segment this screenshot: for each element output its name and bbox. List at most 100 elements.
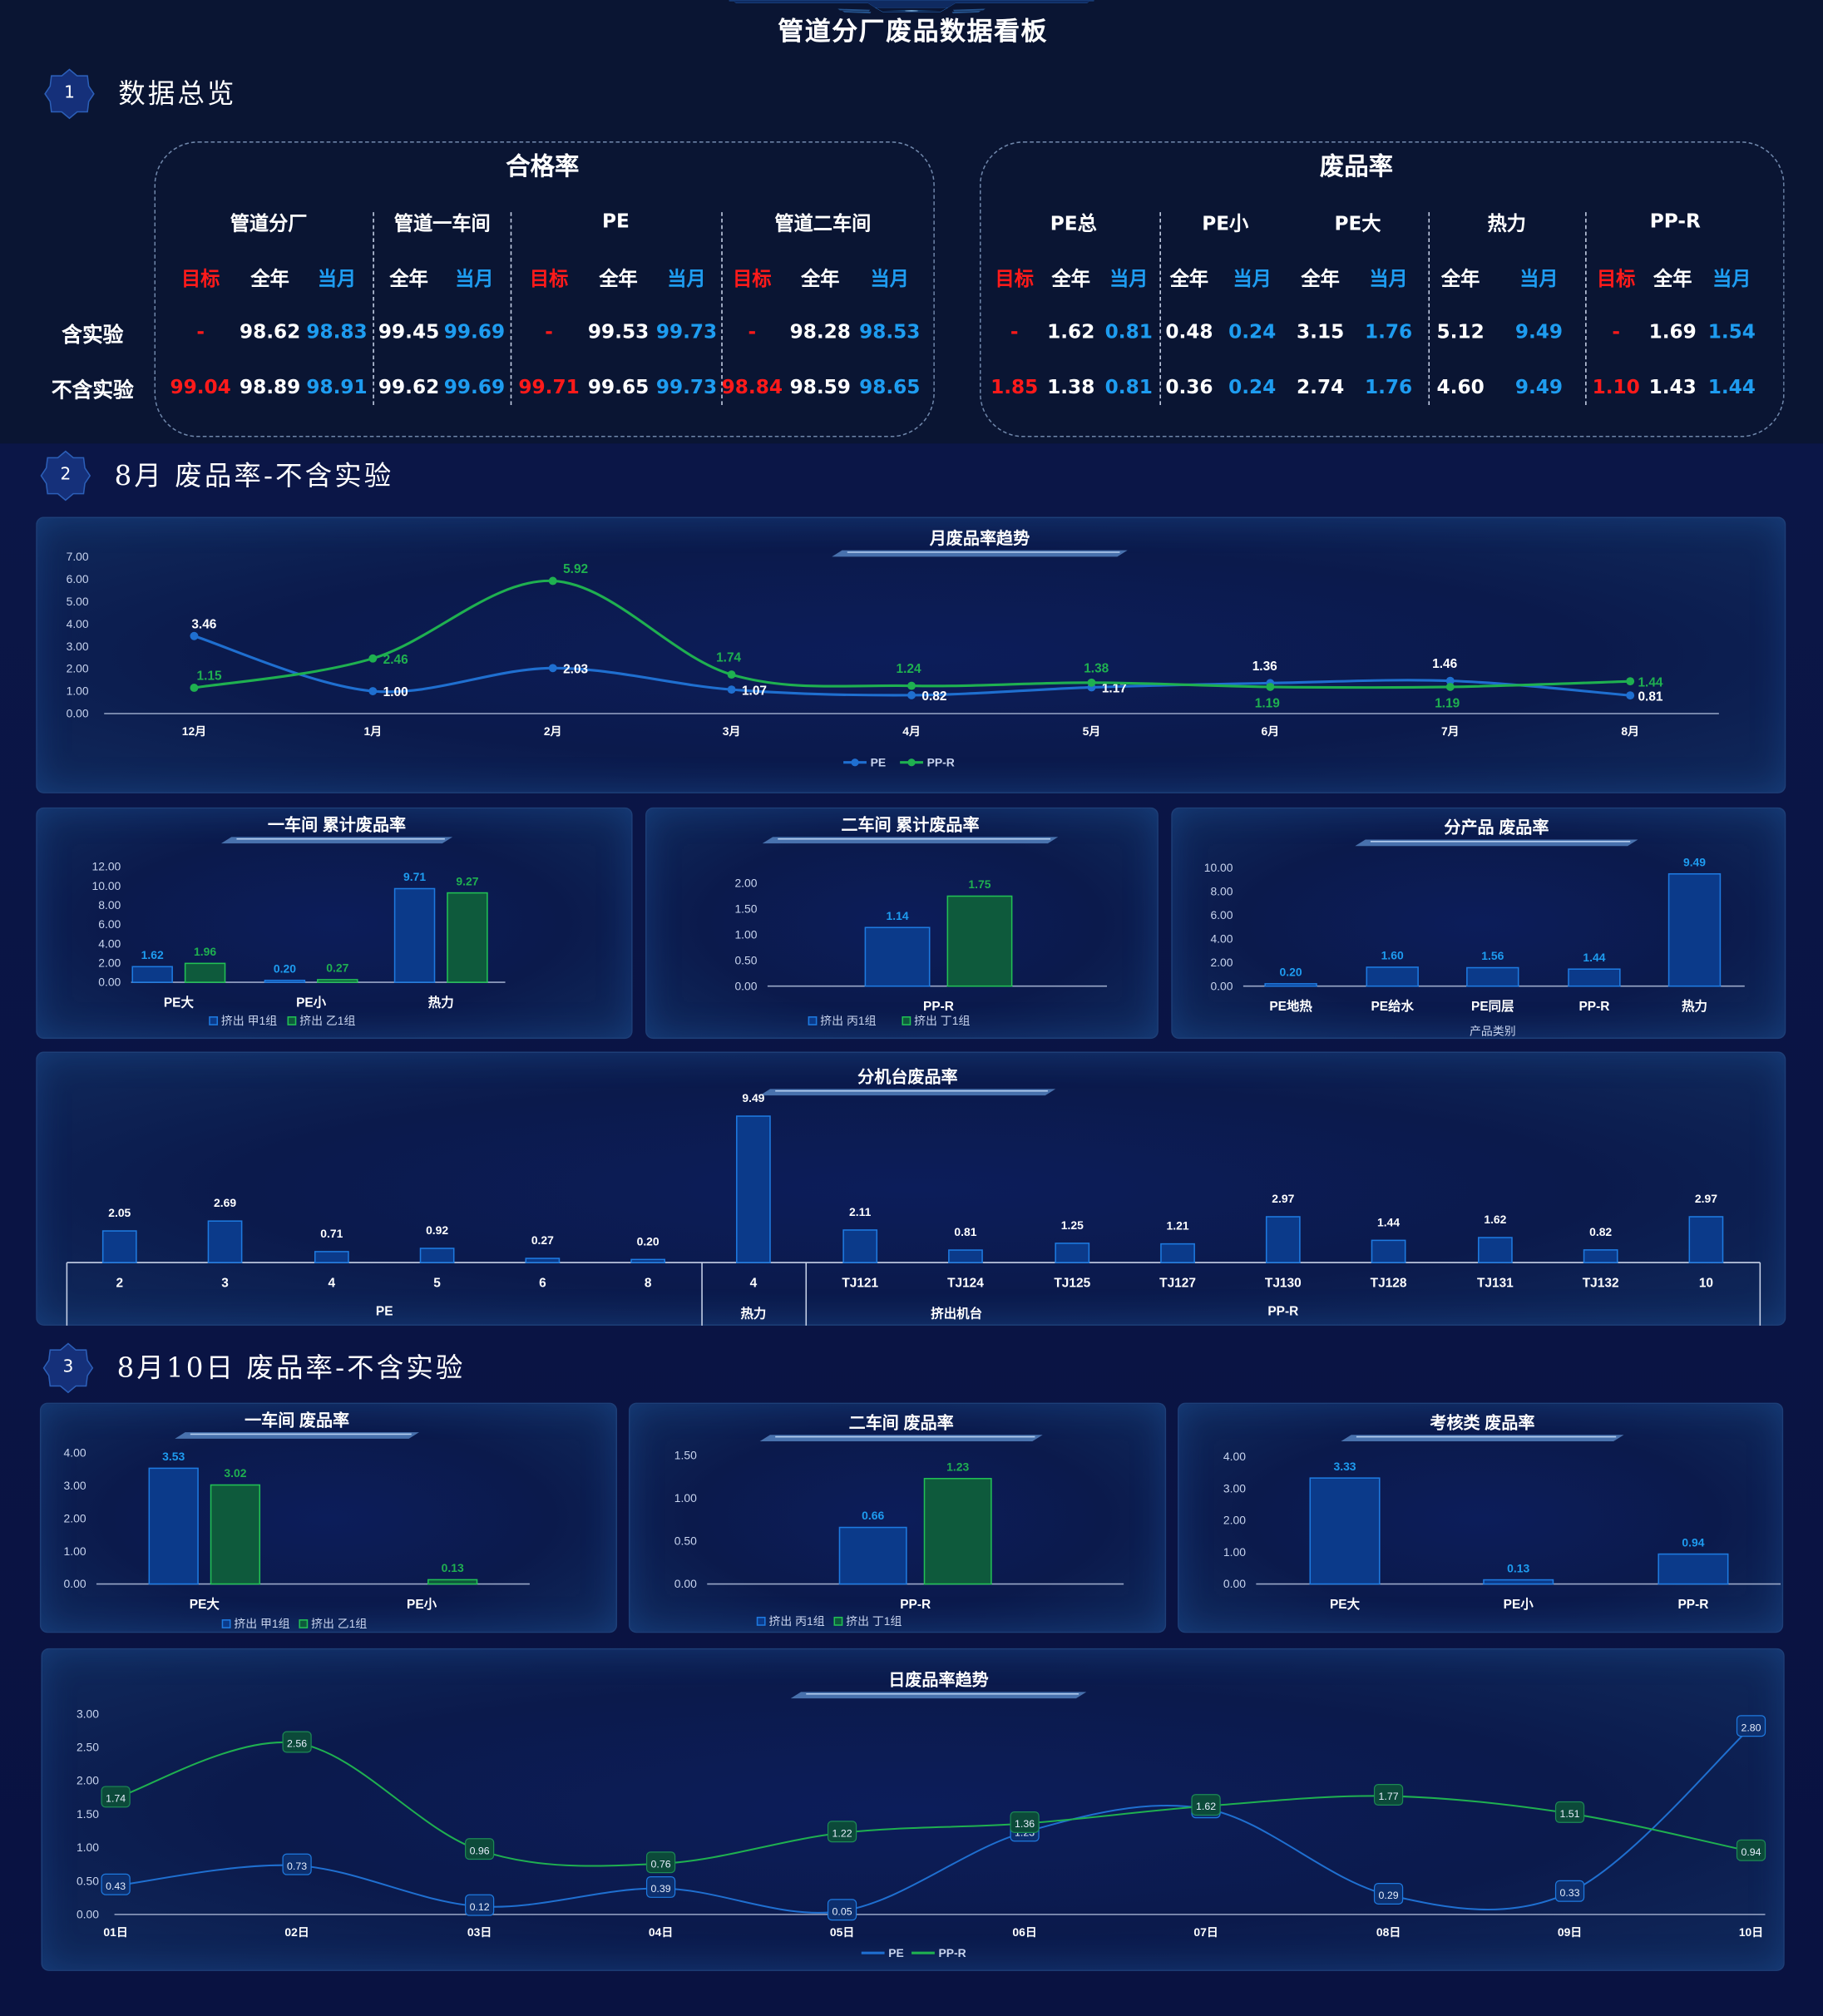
column-divider: [1159, 212, 1161, 405]
cell-value: 1.43: [1648, 375, 1697, 399]
data-label: 0.94: [1741, 1846, 1761, 1858]
bar: [1478, 1237, 1513, 1263]
column-header: 当月: [1233, 267, 1272, 291]
data-point: [190, 631, 199, 640]
chart-title: 日废品率趋势: [888, 1670, 988, 1690]
column-header: 目标: [995, 267, 1034, 291]
bar: [1371, 1239, 1406, 1263]
data-label: 1.17: [1102, 682, 1127, 696]
cell-value: 0.36: [1165, 375, 1213, 399]
data-point: [727, 670, 736, 679]
data-label: 2.80: [1741, 1722, 1761, 1733]
legend-label: 挤出 丁1组: [914, 1014, 970, 1027]
y-tick-label: 6.00: [67, 572, 89, 586]
daily-ws2-chart: 二车间 废品率 0.00 0.50 1.00 1.50 PP-R 0.66 1.23 挤出 丙1…: [674, 1412, 1124, 1628]
daily-trend-panel: 日废品率趋势 0.00 0.50 1.00 1.50 2.00 2.50 3.00 01日 02日…: [41, 1648, 1785, 1971]
data-point: [1266, 682, 1275, 691]
data-label: 1.38: [1084, 661, 1109, 675]
column-header: 目标: [180, 267, 220, 291]
data-point: [548, 576, 557, 586]
legend-marker: [851, 758, 859, 767]
legend-label: PP-R: [939, 1946, 966, 1959]
bar-value-label: 1.62: [141, 948, 164, 961]
x-tick-label: PE给水: [1371, 998, 1414, 1014]
bar: [1264, 983, 1317, 987]
cell-value: 1.76: [1364, 375, 1413, 399]
cell-value: 3.15: [1297, 319, 1345, 343]
column-header: 当月: [667, 267, 706, 291]
x-tick-label: 12月: [182, 724, 206, 738]
bar: [1688, 1216, 1724, 1263]
x-tick-label: 4: [750, 1276, 758, 1290]
column-header: 当月: [1712, 267, 1751, 291]
data-label-box: [282, 1853, 312, 1875]
bar: [1667, 872, 1722, 987]
data-label: 0.12: [470, 1901, 490, 1913]
data-point: [190, 684, 199, 692]
column-header: 全年: [250, 267, 289, 291]
column-header: 全年: [599, 267, 638, 291]
cell-value: 98.89: [239, 375, 301, 399]
data-point: [368, 654, 378, 663]
data-label-box: [1554, 1801, 1585, 1823]
bar: [842, 1229, 878, 1263]
bar: [210, 1484, 261, 1585]
data-label-box: [1373, 1784, 1404, 1806]
data-label: 0.05: [832, 1905, 852, 1917]
y-tick-label: 0.00: [734, 979, 757, 992]
bar-value-label: 1.25: [1061, 1218, 1084, 1232]
x-tick-label: 04日: [649, 1925, 673, 1939]
cell-value: 9.49: [1514, 375, 1564, 399]
x-tick-label: PE小: [407, 1597, 437, 1612]
x-tick-label: 4月: [902, 724, 921, 738]
y-tick-label: 0.00: [674, 1577, 697, 1590]
cell-value: 1.76: [1364, 319, 1413, 343]
chart-title: 二车间 废品率: [849, 1412, 954, 1432]
title-underline: [759, 1435, 1043, 1441]
group-header: PP-R: [1649, 209, 1701, 233]
ws1-cumulative-chart: 一车间 累计废品率 0.00 2.00 4.00 6.00 8.00 10.00 12.00 P…: [92, 815, 506, 1027]
bar-value-label: 1.14: [886, 909, 908, 922]
group-label: 热力: [740, 1306, 766, 1322]
legend-swatch: [808, 1016, 818, 1025]
bar-value-label: 3.33: [1333, 1460, 1356, 1473]
bar: [948, 1249, 983, 1263]
column-divider: [1585, 212, 1587, 405]
y-tick-label: 1.50: [77, 1807, 99, 1821]
x-tick-label: 10: [1699, 1276, 1713, 1290]
cell-value: 98.91: [306, 375, 368, 399]
page-title: 管道分厂废品数据看板: [778, 15, 1048, 47]
cell-value: 98.59: [789, 375, 851, 399]
cell-value: 9.49: [1514, 319, 1564, 343]
legend-label: 挤出 乙1组: [311, 1617, 367, 1630]
legend-swatch: [287, 1016, 297, 1025]
y-tick-label: 12.00: [92, 860, 121, 873]
bar-value-label: 1.23: [946, 1460, 969, 1474]
bar-value-label: 2.97: [1272, 1192, 1294, 1205]
x-tick-label: TJ132: [1583, 1276, 1619, 1290]
section-title: 8月10日 废品率-不含实验: [116, 1352, 466, 1384]
y-tick-label: 1.00: [63, 1544, 86, 1558]
data-label-box: [282, 1731, 312, 1753]
x-tick-label: PP-R: [923, 1000, 954, 1014]
bar-value-label: 1.21: [1167, 1219, 1189, 1233]
x-tick-label: TJ124: [947, 1276, 984, 1290]
bar: [393, 887, 436, 983]
legend-marker: [907, 758, 916, 767]
x-tick-label: 2: [116, 1276, 123, 1290]
bar-value-label: 1.56: [1481, 949, 1504, 962]
x-tick-label: PE小: [296, 995, 327, 1010]
y-tick-label: 7.00: [67, 550, 89, 563]
cell-value: 99.45: [378, 319, 440, 343]
x-tick-label: 3月: [723, 724, 741, 738]
legend-swatch: [756, 1616, 766, 1626]
data-label: 1.24: [896, 662, 921, 676]
overview-background: [0, 0, 1823, 444]
cell-value: 99.65: [587, 375, 650, 399]
column-divider: [510, 212, 512, 405]
section-number-badge: 2: [40, 450, 91, 502]
x-tick-label: 6: [539, 1276, 546, 1290]
column-header: 全年: [1169, 267, 1209, 291]
cell-value: 1.10: [1592, 375, 1640, 399]
data-label-box: [101, 1873, 131, 1895]
